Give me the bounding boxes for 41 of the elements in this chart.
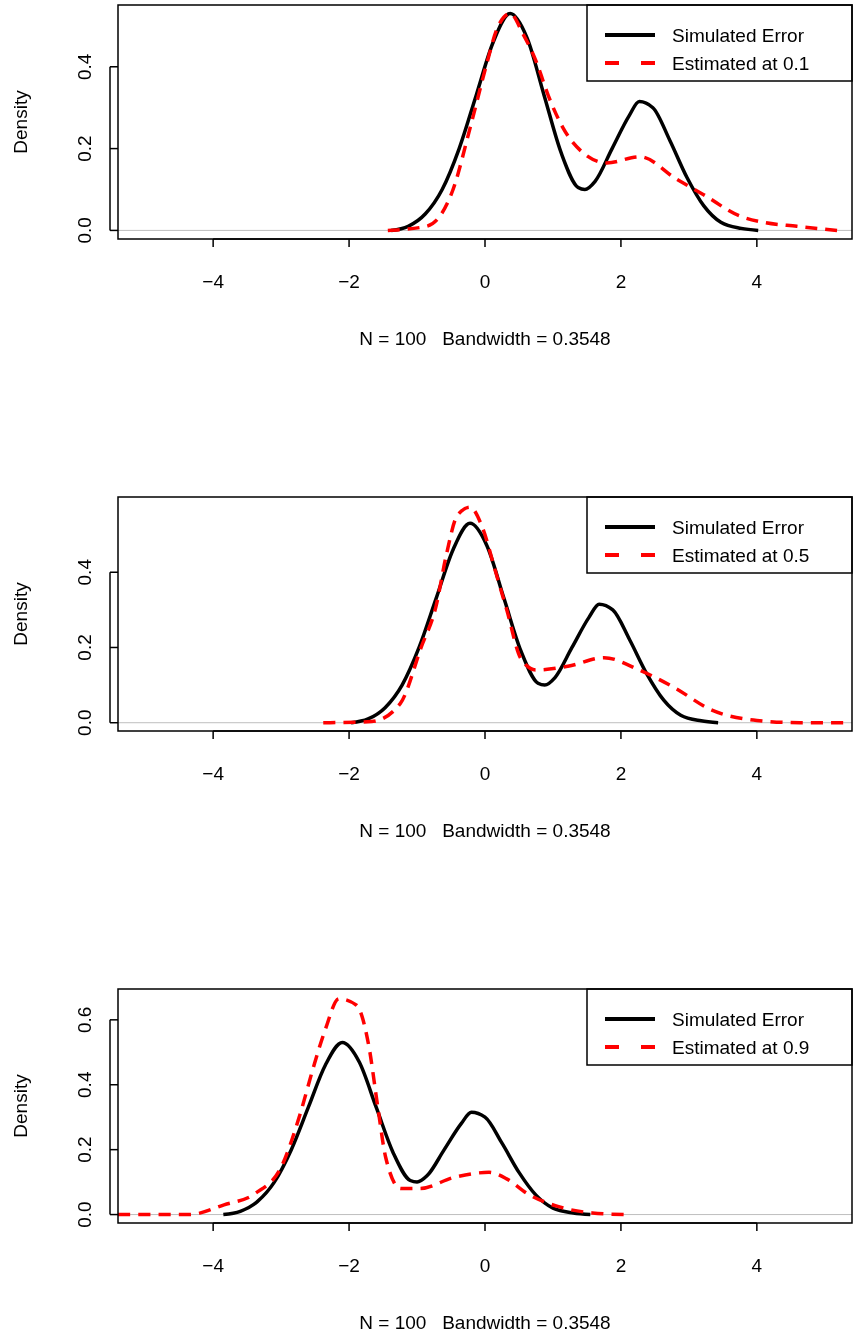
x-tick-label: −4: [202, 763, 225, 784]
x-tick-label: 0: [479, 763, 491, 784]
x-tick-label: −4: [202, 1255, 225, 1276]
legend-label: Simulated Error: [672, 1009, 805, 1030]
y-tick-label: 0.2: [74, 634, 95, 661]
legend-label: Simulated Error: [672, 25, 805, 46]
y-axis-title: Density: [10, 1073, 31, 1138]
x-tick-label: −2: [338, 271, 360, 292]
y-tick-label: 0.4: [74, 1071, 95, 1098]
legend-label: Estimated at 0.5: [672, 545, 810, 566]
x-axis-title: N = 100 Bandwidth = 0.3548: [359, 328, 611, 349]
x-tick-label: −2: [338, 763, 360, 784]
x-tick-label: −4: [202, 271, 225, 292]
legend-label: Estimated at 0.9: [672, 1037, 810, 1058]
legend-label: Simulated Error: [672, 517, 805, 538]
line-series: [116, 996, 626, 1217]
x-tick-label: 2: [615, 1255, 627, 1276]
line-series: [321, 505, 845, 725]
y-tick-label: 0.4: [74, 53, 95, 80]
x-axis-title: N = 100 Bandwidth = 0.3548: [359, 820, 611, 841]
y-tick-label: 0.2: [74, 135, 95, 162]
y-tick-label: 0.0: [74, 709, 95, 736]
y-tick-label: 0.0: [74, 1201, 95, 1228]
legend-label: Estimated at 0.1: [672, 53, 810, 74]
x-tick-label: 0: [479, 1255, 491, 1276]
y-tick-label: 0.4: [74, 558, 95, 586]
y-tick-label: 0.0: [74, 217, 95, 244]
y-axis-title: Density: [10, 581, 31, 646]
line-series: [386, 11, 839, 233]
x-tick-label: 4: [751, 1255, 763, 1276]
x-tick-label: 2: [615, 271, 627, 292]
x-tick-label: 0: [479, 271, 491, 292]
x-tick-label: −2: [338, 1255, 360, 1276]
x-tick-label: 4: [751, 763, 763, 784]
x-tick-label: 2: [615, 763, 627, 784]
x-tick-label: 4: [751, 271, 763, 292]
x-axis-title: N = 100 Bandwidth = 0.3548: [359, 1312, 611, 1333]
y-axis-title: Density: [10, 89, 31, 154]
y-tick-label: 0.6: [74, 1006, 95, 1034]
y-tick-label: 0.2: [74, 1136, 95, 1163]
line-series: [221, 1040, 593, 1217]
